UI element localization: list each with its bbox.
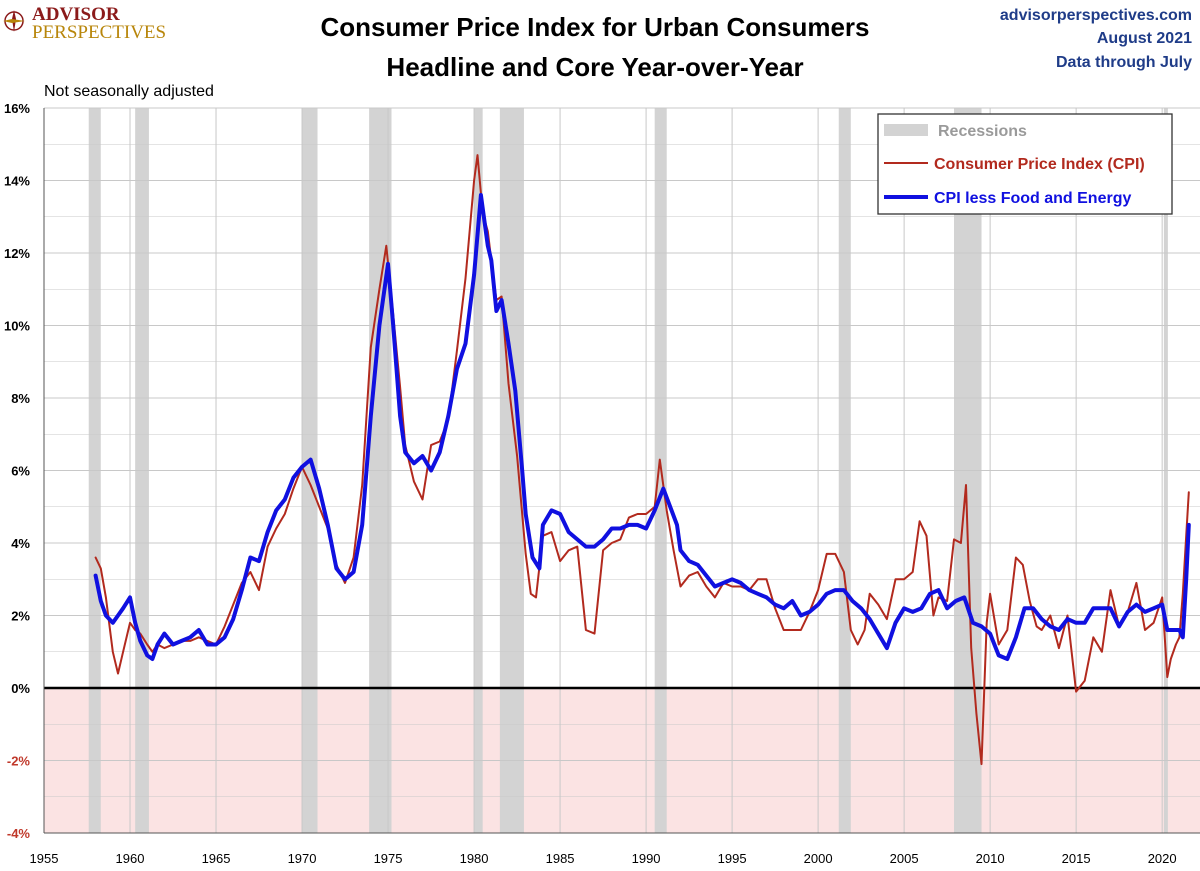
x-tick-label: 1970 [288,851,317,866]
source-site: advisorperspectives.com [1000,7,1192,24]
adjustment-note: Not seasonally adjusted [44,83,214,100]
grid-lines [43,107,1200,834]
cpi-series-line [94,154,1190,766]
x-tick-label: 1980 [460,851,489,866]
y-tick-label: 0% [11,681,30,696]
axes [43,108,1200,834]
x-tick-label: 1995 [718,851,747,866]
y-tick-label: 8% [11,391,30,406]
x-tick-label: 1955 [30,851,59,866]
y-tick-label: 16% [4,101,30,116]
series-lines [93,154,1191,766]
legend-cpi-label: Consumer Price Index (CPI) [934,156,1145,173]
legend-recession-swatch [884,124,928,136]
core-cpi-series-line [93,193,1191,661]
y-tick-label: -2% [7,754,31,769]
x-tick-label: 1960 [116,851,145,866]
y-tick-label: -4% [7,826,31,841]
y-tick-label: 10% [4,319,30,334]
y-axis-ticks: 16% 14% 12% 10% 8% 6% 4% 2% 0% -2% -4% [4,101,30,841]
x-tick-label: 1975 [374,851,403,866]
x-tick-label: 2020 [1148,851,1177,866]
y-tick-label: 14% [4,174,30,189]
logo-top-text: ADVISOR [32,4,120,25]
x-tick-label: 2005 [890,851,919,866]
source-date: August 2021 [1097,30,1192,47]
x-tick-label: 1965 [202,851,231,866]
x-axis-ticks: 1955 1960 1965 1970 1975 1980 1985 1990 1995 2000… [30,851,1177,866]
y-tick-label: 2% [11,609,30,624]
logo: ADVISOR PERSPECTIVES [3,4,166,43]
chart-title-line2: Headline and Core Year-over-Year [386,52,803,82]
logo-bottom-text: PERSPECTIVES [32,22,166,43]
legend-core-label: CPI less Food and Energy [934,190,1131,207]
source-note: Data through July [1056,54,1192,71]
chart-title-line1: Consumer Price Index for Urban Consumers [320,12,869,42]
y-tick-label: 12% [4,246,30,261]
x-tick-label: 1985 [546,851,575,866]
x-tick-label: 2000 [804,851,833,866]
y-tick-label: 4% [11,536,30,551]
x-tick-label: 2015 [1062,851,1091,866]
legend: Recessions Consumer Price Index (CPI) CP… [877,113,1173,215]
x-tick-label: 2010 [976,851,1005,866]
x-tick-label: 1990 [632,851,661,866]
y-tick-label: 6% [11,464,30,479]
legend-recession-label: Recessions [938,123,1027,140]
compass-icon [3,10,25,32]
